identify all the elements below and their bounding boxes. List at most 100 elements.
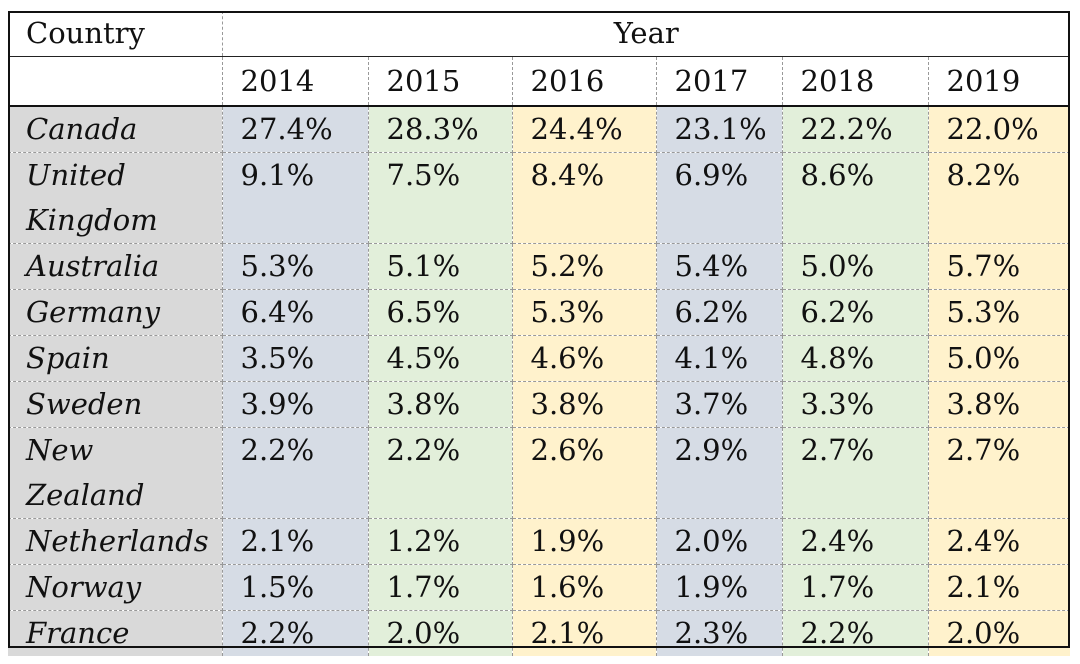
value-cell: 6.2% xyxy=(782,289,929,336)
table-row: Spain 3.5% 4.5% 4.6% 4.1% 4.8% 5.0% xyxy=(8,335,1071,382)
table-row: Norway 1.5% 1.7% 1.6% 1.9% 1.7% 2.1% xyxy=(8,564,1071,611)
value-cell: 6.5% xyxy=(368,289,513,336)
country-label: France xyxy=(26,616,130,650)
table-row: Canada 27.4% 28.3% 24.4% 23.1% 22.2% 22.0% xyxy=(8,106,1071,153)
value-cell: 8.6% xyxy=(782,152,929,244)
value-cell: 3.3% xyxy=(782,381,929,428)
country-cell: France xyxy=(8,610,223,656)
value-cell: 24.4% xyxy=(512,106,657,153)
value-cell: 6.9% xyxy=(656,152,783,244)
value-cell: 1.5% xyxy=(222,564,369,611)
value-cell: 2.2% xyxy=(368,427,513,519)
value-cell: 2.3% xyxy=(656,610,783,656)
value-cell: 3.8% xyxy=(368,381,513,428)
value-cell: 5.3% xyxy=(512,289,657,336)
country-cell: Australia xyxy=(8,243,223,290)
value-cell: 5.4% xyxy=(656,243,783,290)
year-header-cell: 2014 xyxy=(222,56,369,107)
country-label: Spain xyxy=(26,341,110,375)
value-cell: 3.8% xyxy=(928,381,1071,428)
value-cell: 3.5% xyxy=(222,335,369,382)
value-cell: 22.0% xyxy=(928,106,1071,153)
country-label: Germany xyxy=(26,295,161,329)
year-header-cell: 2018 xyxy=(782,56,929,107)
value-cell: 1.7% xyxy=(368,564,513,611)
table-body: Canada 27.4% 28.3% 24.4% 23.1% 22.2% 22.0% Unit… xyxy=(8,106,1071,656)
value-cell: 1.9% xyxy=(512,518,657,565)
value-cell: 2.0% xyxy=(368,610,513,656)
table-row: Australia 5.3% 5.1% 5.2% 5.4% 5.0% 5.7% xyxy=(8,243,1071,290)
country-label: United Kingdom xyxy=(26,158,158,237)
value-cell: 2.2% xyxy=(222,427,369,519)
year-header-cell: 2015 xyxy=(368,56,513,107)
value-cell: 1.9% xyxy=(656,564,783,611)
value-cell: 2.2% xyxy=(222,610,369,656)
value-cell: 28.3% xyxy=(368,106,513,153)
value-cell: 23.1% xyxy=(656,106,783,153)
country-cell: New Zealand xyxy=(8,427,223,519)
value-cell: 5.1% xyxy=(368,243,513,290)
country-cell: Norway xyxy=(8,564,223,611)
year-header-cell: 2017 xyxy=(656,56,783,107)
value-cell: 5.7% xyxy=(928,243,1071,290)
value-cell: 7.5% xyxy=(368,152,513,244)
year-header-cell: 2016 xyxy=(512,56,657,107)
country-cell: Sweden xyxy=(8,381,223,428)
value-cell: 5.3% xyxy=(222,243,369,290)
empty-header-cell xyxy=(8,56,223,107)
years-header-row: 2014 2015 2016 2017 2018 2019 xyxy=(8,56,1071,107)
country-cell: United Kingdom xyxy=(8,152,223,244)
country-label: Sweden xyxy=(26,387,143,421)
value-cell: 3.8% xyxy=(512,381,657,428)
value-cell: 2.2% xyxy=(782,610,929,656)
table-row: United Kingdom 9.1% 7.5% 8.4% 6.9% 8.6% 8.2% xyxy=(8,152,1071,244)
value-cell: 1.7% xyxy=(782,564,929,611)
value-cell: 2.6% xyxy=(512,427,657,519)
country-label: Australia xyxy=(26,249,160,283)
value-cell: 1.6% xyxy=(512,564,657,611)
value-cell: 4.8% xyxy=(782,335,929,382)
value-cell: 27.4% xyxy=(222,106,369,153)
table-row: France 2.2% 2.0% 2.1% 2.3% 2.2% 2.0% xyxy=(8,610,1071,656)
value-cell: 2.7% xyxy=(782,427,929,519)
value-cell: 2.1% xyxy=(928,564,1071,611)
year-header: Year xyxy=(222,11,1071,57)
table-row: Germany 6.4% 6.5% 5.3% 6.2% 6.2% 5.3% xyxy=(8,289,1071,336)
value-cell: 9.1% xyxy=(222,152,369,244)
country-cell: Spain xyxy=(8,335,223,382)
country-label: Canada xyxy=(26,112,138,146)
value-cell: 2.4% xyxy=(782,518,929,565)
value-cell: 2.9% xyxy=(656,427,783,519)
value-cell: 4.5% xyxy=(368,335,513,382)
value-cell: 5.0% xyxy=(782,243,929,290)
value-cell: 8.4% xyxy=(512,152,657,244)
country-label: Norway xyxy=(26,570,142,604)
value-cell: 6.2% xyxy=(656,289,783,336)
table-row: New Zealand 2.2% 2.2% 2.6% 2.9% 2.7% 2.7% xyxy=(8,427,1071,519)
country-cell: Canada xyxy=(8,106,223,153)
value-cell: 6.4% xyxy=(222,289,369,336)
country-label: New Zealand xyxy=(26,433,145,512)
value-cell: 2.0% xyxy=(656,518,783,565)
value-cell: 2.0% xyxy=(928,610,1071,656)
value-cell: 4.1% xyxy=(656,335,783,382)
value-cell: 5.2% xyxy=(512,243,657,290)
country-label: Netherlands xyxy=(26,524,209,558)
value-cell: 5.0% xyxy=(928,335,1071,382)
value-cell: 3.7% xyxy=(656,381,783,428)
country-cell: Germany xyxy=(8,289,223,336)
table-row: Sweden 3.9% 3.8% 3.8% 3.7% 3.3% 3.8% xyxy=(8,381,1071,428)
value-cell: 22.2% xyxy=(782,106,929,153)
country-header: Country xyxy=(8,11,223,57)
value-cell: 2.7% xyxy=(928,427,1071,519)
value-cell: 2.1% xyxy=(222,518,369,565)
value-cell: 3.9% xyxy=(222,381,369,428)
value-cell: 2.1% xyxy=(512,610,657,656)
year-header-cell: 2019 xyxy=(928,56,1071,107)
value-cell: 5.3% xyxy=(928,289,1071,336)
country-cell: Netherlands xyxy=(8,518,223,565)
data-table: Country Year 2014 2015 2016 2017 2018 2019 Ca… xyxy=(8,11,1071,656)
value-cell: 2.4% xyxy=(928,518,1071,565)
value-cell: 1.2% xyxy=(368,518,513,565)
value-cell: 8.2% xyxy=(928,152,1071,244)
